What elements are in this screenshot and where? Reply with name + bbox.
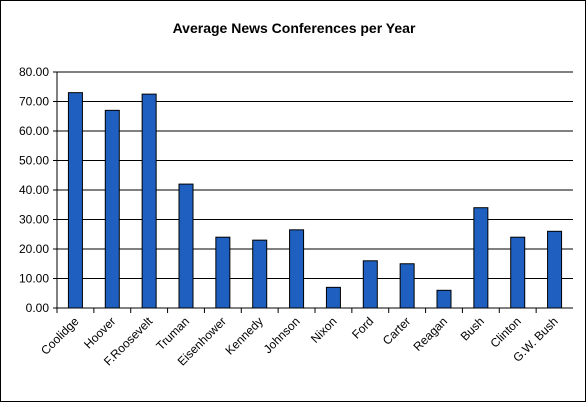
gridlines <box>57 71 573 309</box>
bar <box>141 93 157 309</box>
bar <box>104 109 120 309</box>
bar <box>473 207 489 309</box>
y-tick-label: 50.00 <box>19 154 49 168</box>
y-tick-label: 70.00 <box>19 95 49 109</box>
y-tick-label: 20.00 <box>19 242 49 256</box>
x-tick-label: Clinton <box>488 314 524 350</box>
y-tick-label: 0.00 <box>26 301 50 315</box>
y-tick-label: 10.00 <box>19 272 49 286</box>
bar <box>362 260 378 309</box>
x-tick-label: Carter <box>380 314 413 347</box>
x-tick-label: Bush <box>458 314 487 343</box>
y-tick-label: 30.00 <box>19 213 49 227</box>
bars <box>67 92 563 309</box>
axes <box>53 71 573 313</box>
y-tick-label: 80.00 <box>19 65 49 79</box>
y-tick-label: 60.00 <box>19 124 49 138</box>
bar <box>252 239 268 309</box>
bar <box>67 92 83 309</box>
bar <box>178 183 194 309</box>
y-tick-label: 40.00 <box>19 183 49 197</box>
x-tick-labels: Coolidge HooverF.RooseveltTrumanEisenhowe… <box>38 314 561 369</box>
x-tick-label: Kennedy <box>222 314 265 357</box>
x-tick-label: Ford <box>349 314 376 341</box>
bar <box>436 289 452 309</box>
x-tick-label: Nixon <box>308 314 340 346</box>
bar <box>510 236 526 309</box>
bar <box>325 286 341 309</box>
x-tick-label: Coolidge <box>38 314 82 358</box>
x-tick-label: Johnson <box>261 314 303 356</box>
chart-title: Average News Conferences per Year <box>173 20 416 36</box>
x-tick-label: Reagan <box>410 314 450 354</box>
bar <box>289 229 305 309</box>
bar <box>547 230 563 309</box>
bar <box>399 263 415 309</box>
bar <box>215 236 231 309</box>
y-tick-labels: 0.00 10.00 20.00 30.00 40.00 50.00 60.00 70.00 8… <box>19 65 49 315</box>
